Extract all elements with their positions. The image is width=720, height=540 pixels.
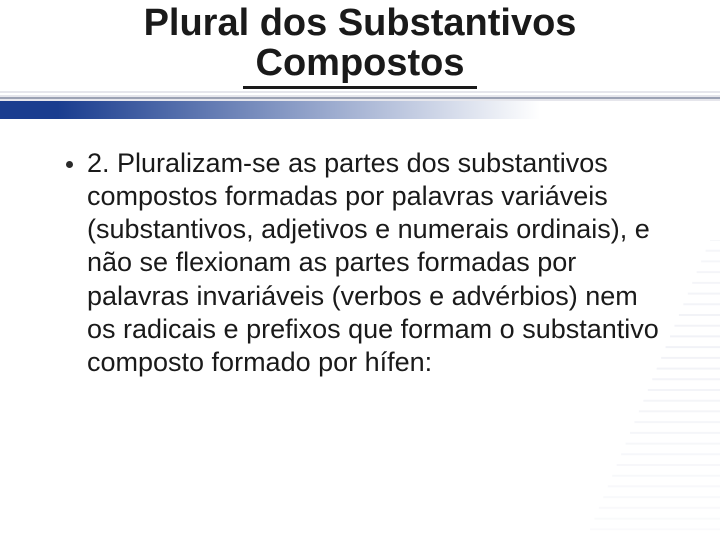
gradient-bar (0, 101, 720, 119)
bullet-text: 2. Pluralizam-se as partes dos substanti… (87, 147, 660, 379)
content-area: 2. Pluralizam-se as partes dos substanti… (0, 119, 720, 379)
title-area: Plural dos Substantivos Compostos (0, 0, 720, 91)
title-line-2: Compostos (256, 42, 465, 84)
title-underline (243, 86, 477, 89)
title-line-1: Plural dos Substantivos (144, 2, 577, 44)
slide-title: Plural dos Substantivos Compostos (144, 4, 577, 84)
bullet-item: 2. Pluralizam-se as partes dos substanti… (66, 147, 660, 379)
divider-band (0, 91, 720, 119)
bullet-dot-icon (66, 161, 73, 168)
slide: Plural dos Substantivos Compostos 2. Plu… (0, 0, 720, 540)
